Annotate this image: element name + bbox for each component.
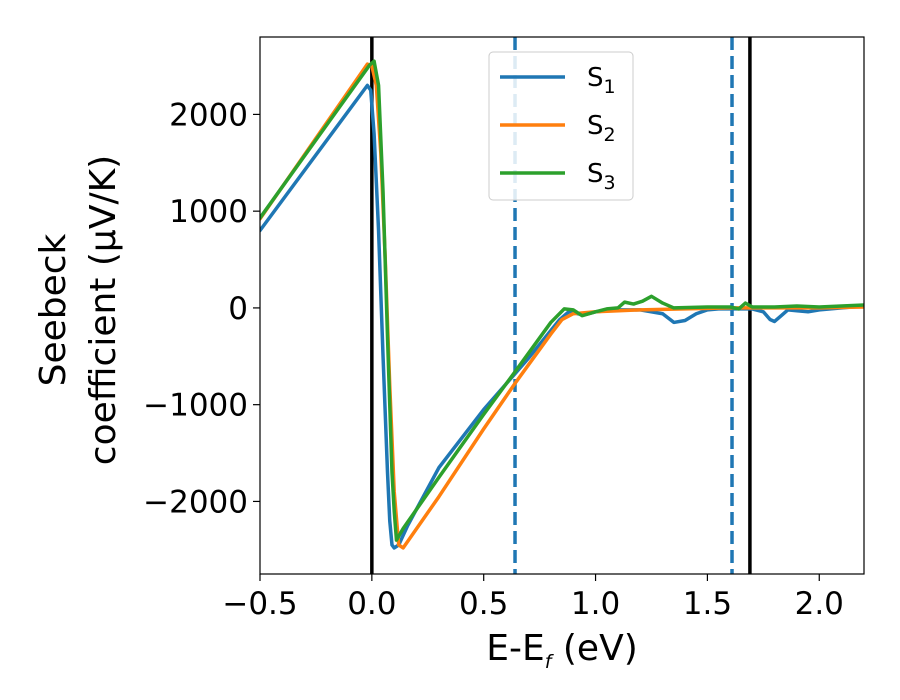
y-axis: −2000 −1000 0 1000 2000 [143,97,260,520]
y-tick-label: 0 [228,291,248,327]
x-axis-title: E-Ef (eV) [486,628,638,673]
x-axis: −0.5 0.0 0.5 1.0 1.5 2.0 [222,574,844,622]
series-line-s3 [260,59,864,542]
x-tick-label: 0.5 [459,586,508,622]
legend-label-s1: S1 [587,63,616,98]
legend-label-s3: S3 [587,159,616,194]
legend-label-s2: S2 [587,111,616,146]
y-axis-title: Seebeck coefficient (μV/K) [33,155,124,465]
y-tick-label: −1000 [143,388,248,424]
y-axis-title-line2: coefficient (μV/K) [83,155,124,465]
x-tick-label: 0.0 [347,586,396,622]
series-group [260,59,864,550]
x-tick-label: 1.5 [683,586,732,622]
x-tick-label: −0.5 [222,586,297,622]
legend: S1 S2 S3 [488,51,634,201]
y-axis-title-line1: Seebeck [33,233,74,386]
x-tick-label: 2.0 [795,586,844,622]
y-tick-label: 1000 [169,194,248,230]
y-tick-label: −2000 [143,484,248,520]
y-tick-label: 2000 [169,97,248,133]
x-tick-label: 1.0 [571,586,620,622]
plot-frame [259,36,865,575]
